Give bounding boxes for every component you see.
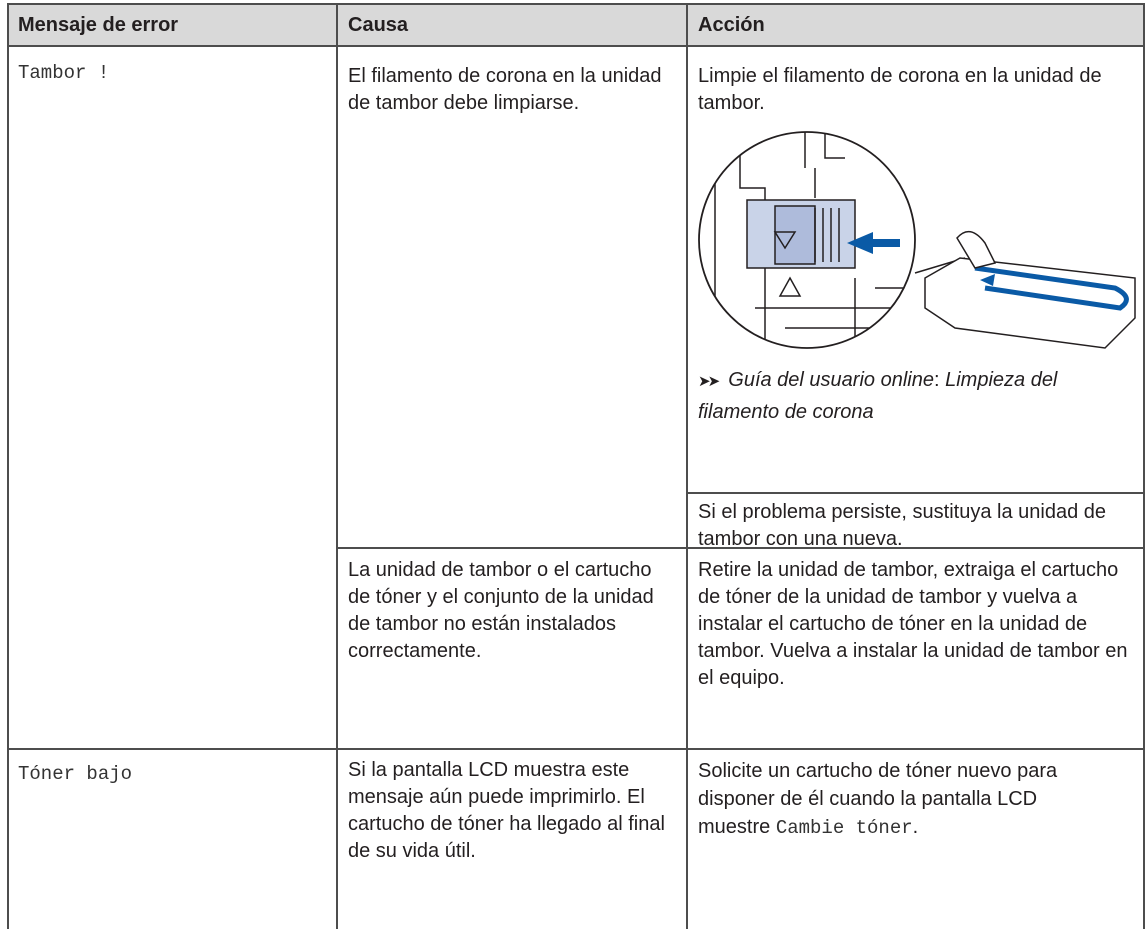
border xyxy=(688,492,1145,494)
border xyxy=(7,3,9,929)
border xyxy=(336,3,338,929)
action-text: . xyxy=(912,816,919,838)
border xyxy=(8,3,1145,5)
lcd-message: Cambie tóner xyxy=(775,817,913,839)
action-text: Solicite un cartucho de tóner nuevo para… xyxy=(698,760,1058,838)
border xyxy=(686,3,688,929)
reference-topic: Limpieza del filamento de corona xyxy=(698,369,1058,423)
error-message: Tambor ! xyxy=(18,62,110,84)
action: Retire la unidad de tambor, extraiga el … xyxy=(698,559,1128,689)
action: Solicite un cartucho de tóner nuevo para… xyxy=(688,750,1143,842)
header-band xyxy=(8,4,1144,46)
cause: La unidad de tambor o el cartucho de tón… xyxy=(348,559,654,662)
note: Si el problema persiste, sustituya la un… xyxy=(698,501,1107,550)
header-cell: Causa xyxy=(348,14,409,36)
header-cell: Mensaje de error xyxy=(18,14,179,36)
error-message: Tóner bajo xyxy=(18,763,133,785)
action: Limpie el filamento de corona en la unid… xyxy=(698,65,1102,114)
cause: El filamento de corona en la unidad de t… xyxy=(348,65,662,114)
header-cell: Acción xyxy=(698,14,765,36)
reference-separator: : xyxy=(933,369,946,391)
illustration xyxy=(698,131,1136,349)
reference-guide: Guía del usuario online xyxy=(728,369,934,391)
cause: Si la pantalla LCD muestra este mensaje … xyxy=(348,759,665,862)
border xyxy=(8,748,1145,750)
reference: ➤➤ Guía del usuario online: Limpieza del… xyxy=(698,369,1058,423)
border xyxy=(337,547,1145,549)
border xyxy=(1143,3,1145,929)
border xyxy=(8,45,1145,47)
